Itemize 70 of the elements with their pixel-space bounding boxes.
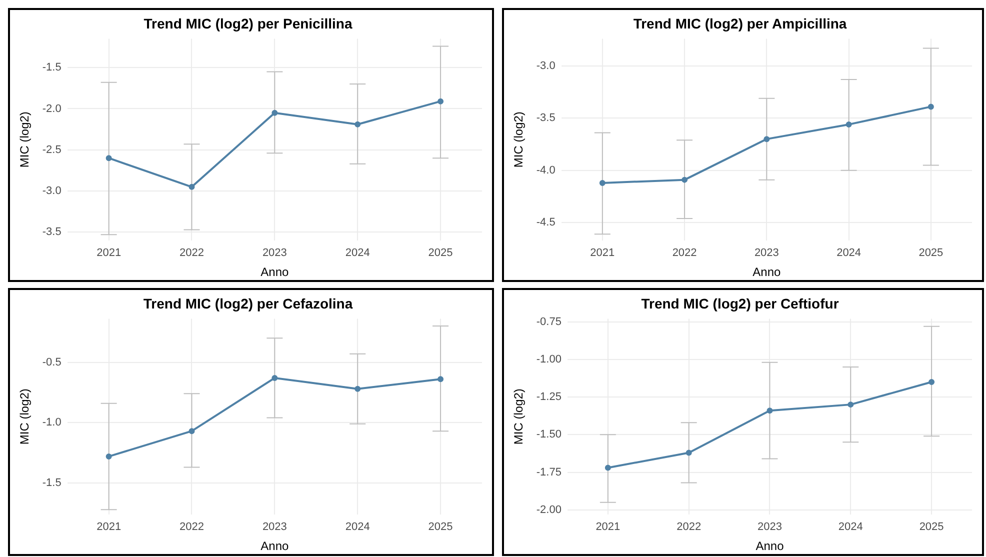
x-tick-label: 2022: [180, 247, 204, 260]
x-tick-label: 2025: [428, 247, 453, 260]
y-tick-label: -4.0: [536, 164, 556, 176]
chart-title: Trend MIC (log2) per Penicillina: [144, 15, 352, 32]
x-axis-title: Anno: [260, 265, 290, 280]
point: [928, 378, 935, 385]
point: [106, 453, 112, 460]
x-tick-label: 2021: [596, 521, 620, 534]
y-tick-label: -1.5: [42, 477, 62, 490]
y-axis-title: MIC (log2): [512, 388, 526, 445]
x-tick-label: 2025: [428, 521, 453, 534]
point: [188, 428, 195, 434]
x-tick-label: 2021: [96, 247, 122, 260]
y-tick-label: -1.50: [536, 428, 562, 441]
x-tick-label: 2024: [836, 247, 862, 260]
x-tick-label: 2023: [754, 247, 779, 260]
y-tick-label: -1.0: [42, 416, 62, 429]
y-tick-label: -3.5: [42, 226, 62, 238]
x-tick-label: 2021: [590, 247, 615, 260]
point: [188, 184, 195, 190]
x-tick-label: 2023: [262, 521, 287, 534]
y-tick-label: -3.0: [42, 185, 62, 198]
point: [354, 121, 361, 128]
y-tick-label: -1.00: [536, 353, 562, 366]
x-tick-label: 2022: [180, 521, 204, 534]
point: [928, 104, 934, 110]
point: [764, 136, 770, 142]
x-tick-label: 2025: [918, 247, 944, 260]
point: [272, 110, 278, 116]
point: [438, 98, 444, 104]
point: [599, 180, 606, 186]
y-tick-label: -3.0: [536, 60, 556, 72]
x-axis-title: Anno: [260, 539, 290, 554]
x-tick-label: 2023: [262, 247, 287, 260]
y-tick-label: -2.00: [536, 504, 562, 516]
chart-title: Trend MIC (log2) per Ampicillina: [633, 15, 847, 32]
point: [846, 121, 852, 128]
x-tick-label: 2022: [676, 521, 702, 534]
point: [604, 464, 611, 471]
x-axis-title: Anno: [752, 265, 782, 280]
y-tick-label: -1.5: [42, 62, 62, 74]
point: [682, 176, 688, 183]
x-tick-label: 2022: [672, 247, 697, 260]
y-tick-label: -3.5: [536, 112, 556, 124]
x-tick-label: 2024: [838, 521, 863, 534]
y-axis-title: MIC (log2): [512, 112, 526, 168]
point: [766, 408, 773, 414]
y-tick-label: -1.75: [536, 466, 562, 478]
y-axis-title: MIC (log2): [18, 388, 32, 445]
x-tick-label: 2023: [757, 521, 782, 534]
point: [438, 376, 444, 382]
y-tick-label: -4.5: [536, 216, 556, 229]
x-tick-label: 2024: [345, 521, 370, 534]
chart-title: Trend MIC (log2) per Ceftiofur: [641, 295, 840, 312]
chart-title: Trend MIC (log2) per Cefazolina: [143, 295, 353, 312]
y-axis-title: MIC (log2): [18, 112, 32, 168]
x-axis-title: Anno: [756, 539, 784, 554]
x-tick-label: 2021: [96, 521, 122, 534]
point: [354, 386, 361, 392]
y-tick-label: -2.5: [42, 144, 62, 156]
x-tick-label: 2025: [919, 521, 944, 534]
point: [106, 155, 112, 162]
y-tick-label: -0.75: [536, 316, 562, 328]
y-tick-label: -0.5: [42, 356, 62, 368]
y-tick-label: -2.0: [42, 102, 62, 115]
point: [848, 402, 854, 408]
y-tick-label: -1.25: [536, 391, 562, 404]
point: [686, 450, 692, 456]
point: [272, 374, 278, 381]
x-tick-label: 2024: [345, 247, 370, 260]
